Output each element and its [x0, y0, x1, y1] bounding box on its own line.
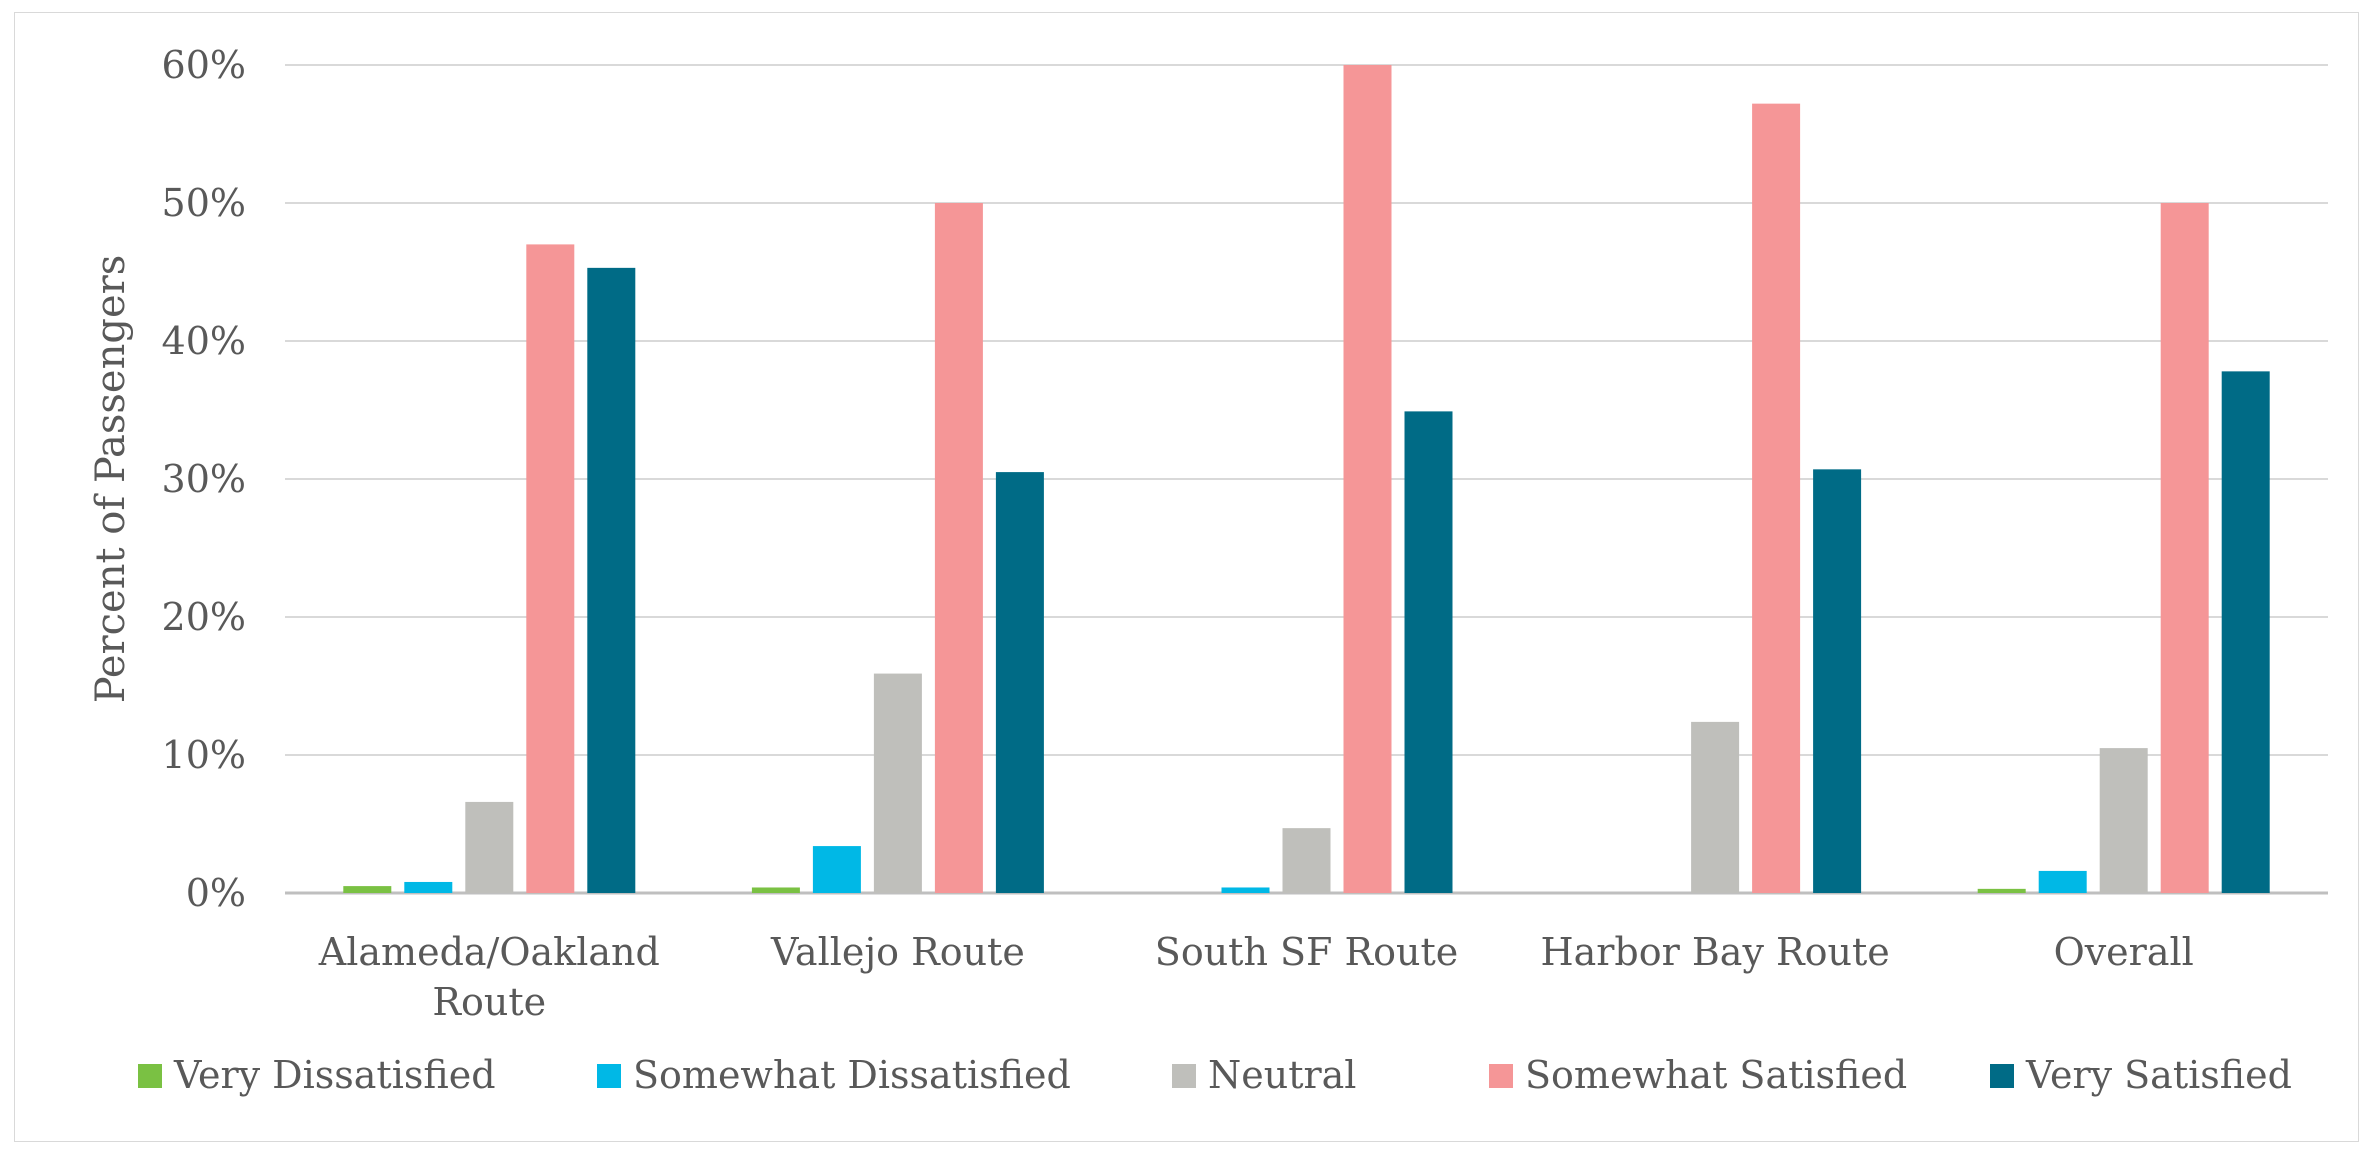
x-tick-label: Harbor Bay Route — [1540, 930, 1889, 974]
bar — [526, 244, 575, 893]
x-tick-label: Alameda/Oakland Route — [318, 930, 660, 1024]
bar — [873, 673, 922, 893]
legend-swatch — [1990, 1064, 2014, 1088]
bar — [2099, 748, 2148, 893]
legend-item: Somewhat Dissatisfied — [597, 1053, 1071, 1097]
bar — [1813, 469, 1862, 893]
legend-label: Very Satisfied — [2025, 1053, 2292, 1097]
bar — [465, 801, 514, 893]
y-tick-label: 60% — [162, 43, 246, 87]
legend: Very Dissatisfied Somewhat Dissatisfied Ne… — [138, 1053, 2292, 1097]
y-axis-title: Percent of Passengers — [88, 255, 134, 704]
category-labels: Alameda/Oakland Route Vallejo Route South S… — [318, 930, 2194, 1024]
bar — [751, 887, 800, 893]
y-axis-tick-labels: 0% 10% 20% 30% 40% 50% 60% — [162, 43, 246, 915]
y-tick-label: 30% — [162, 457, 246, 501]
bar — [404, 881, 453, 893]
y-tick-label: 50% — [162, 181, 246, 225]
bar — [2038, 870, 2087, 893]
bar — [1282, 828, 1331, 893]
legend-swatch — [1172, 1064, 1196, 1088]
bar — [995, 472, 1044, 893]
x-tick-label: South SF Route — [1155, 930, 1458, 974]
bar — [1221, 887, 1270, 893]
bar — [934, 203, 983, 893]
x-tick-label: Vallejo Route — [770, 930, 1025, 974]
legend-label: Neutral — [1208, 1053, 1356, 1097]
legend-label: Very Dissatisfied — [173, 1053, 496, 1097]
legend-label: Somewhat Satisfied — [1525, 1053, 1907, 1097]
legend-swatch — [138, 1064, 162, 1088]
bar — [587, 267, 636, 893]
y-tick-label: 10% — [162, 733, 246, 777]
chart-frame — [14, 12, 2359, 1142]
y-tick-label: 40% — [162, 319, 246, 363]
bar — [2160, 203, 2209, 893]
bar — [812, 846, 861, 893]
bar — [1343, 65, 1392, 893]
legend-swatch — [1489, 1064, 1513, 1088]
bar — [1752, 103, 1801, 893]
legend-label: Somewhat Dissatisfied — [633, 1053, 1071, 1097]
y-tick-label: 0% — [186, 871, 246, 915]
legend-item: Very Dissatisfied — [138, 1053, 496, 1097]
legend-swatch — [597, 1064, 621, 1088]
bars — [343, 65, 2270, 893]
bar — [343, 886, 392, 893]
legend-item: Neutral — [1172, 1053, 1356, 1097]
bar — [1691, 721, 1740, 893]
bar — [1404, 411, 1453, 893]
x-tick-label: Overall — [2054, 930, 2194, 974]
bar — [1977, 888, 2026, 893]
legend-item: Somewhat Satisfied — [1489, 1053, 1907, 1097]
legend-item: Very Satisfied — [1990, 1053, 2292, 1097]
y-tick-label: 20% — [162, 595, 246, 639]
bar — [2221, 371, 2270, 893]
